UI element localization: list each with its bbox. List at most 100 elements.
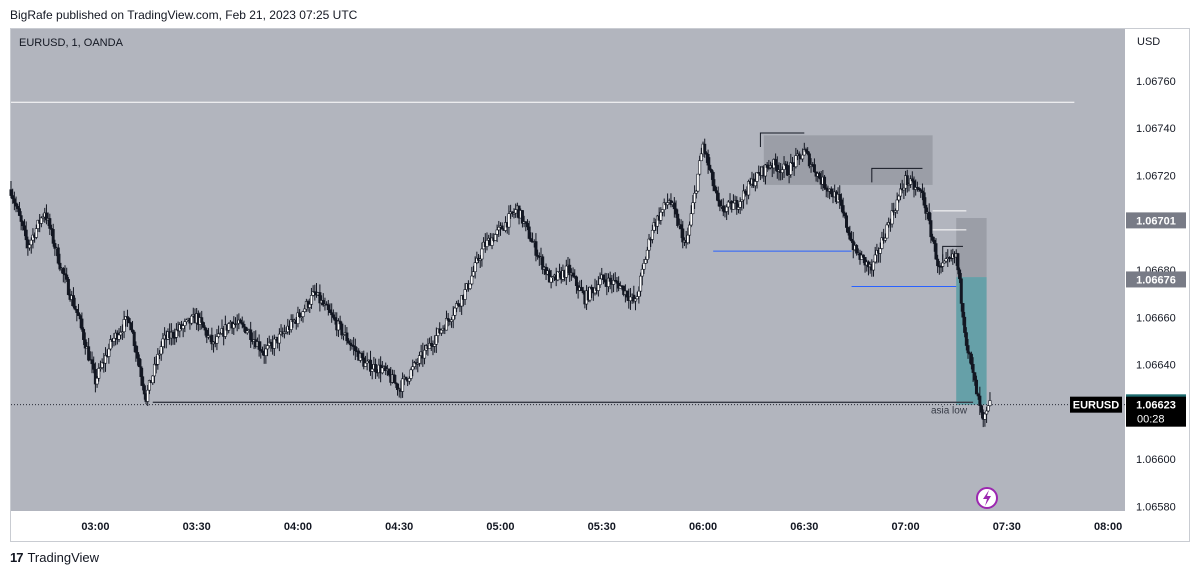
candle-body	[151, 375, 155, 384]
candle-body	[257, 341, 261, 350]
candle-body	[634, 298, 638, 302]
candle-body	[932, 240, 936, 244]
candle-body	[694, 190, 698, 194]
candle-body	[676, 213, 680, 226]
candle-body	[95, 377, 99, 385]
x-tick-label: 04:00	[284, 521, 312, 533]
candle-body	[411, 366, 415, 371]
candle-body	[598, 278, 602, 286]
candle-body	[927, 211, 931, 221]
candle-body	[326, 304, 330, 311]
countdown-timer: 00:28	[1137, 414, 1165, 426]
candle	[823, 175, 827, 190]
candle-body	[780, 169, 784, 173]
candle-body	[58, 262, 62, 270]
candle	[541, 254, 545, 275]
candle	[370, 364, 374, 380]
candle-body	[470, 275, 474, 285]
candle	[598, 272, 602, 288]
candle	[19, 211, 23, 231]
candle	[227, 322, 231, 334]
price-tag-gray: 1.06701	[1126, 212, 1186, 229]
candle	[885, 222, 889, 239]
candle	[73, 297, 77, 311]
candle-body	[603, 279, 607, 283]
candle-body	[12, 198, 16, 204]
candle-body	[794, 155, 798, 168]
candle-body	[14, 202, 18, 207]
asia-low-label: asia low	[931, 405, 968, 416]
candle	[309, 287, 313, 309]
candle-body	[500, 225, 504, 230]
candle-body	[801, 154, 805, 160]
candles-layer	[9, 138, 992, 428]
y-tick-label: 1.06740	[1136, 123, 1176, 135]
candle	[961, 303, 965, 326]
candle-body	[215, 336, 219, 344]
candle	[963, 311, 967, 338]
candle-body	[298, 312, 302, 317]
candle-body	[127, 318, 131, 324]
candle-body	[51, 229, 55, 244]
candle	[374, 358, 378, 379]
candle	[844, 212, 848, 233]
candle-body	[301, 311, 305, 317]
price-tag-value: 1.06701	[1136, 215, 1176, 227]
candle-body	[843, 212, 847, 217]
candle-body	[812, 164, 816, 173]
candle-body	[78, 315, 82, 320]
tradingview-logo-icon: 17	[10, 550, 24, 565]
candle-body	[711, 172, 715, 187]
candle	[104, 347, 108, 372]
candle	[574, 275, 578, 294]
candle-body	[104, 355, 108, 364]
last-price-bg	[1126, 396, 1186, 427]
candle-body	[885, 224, 889, 239]
candle-body	[404, 376, 408, 380]
candle	[245, 327, 249, 335]
candle	[51, 223, 55, 247]
candle	[689, 205, 693, 228]
candle-body	[9, 189, 13, 196]
candle-body	[66, 279, 70, 295]
x-tick-label: 03:30	[183, 521, 211, 533]
tradingview-brand[interactable]: 17 TradingView	[10, 550, 99, 565]
candle-body	[34, 228, 38, 238]
candle	[696, 173, 700, 193]
candle	[797, 151, 801, 166]
candle-body	[303, 308, 307, 312]
candle-body	[107, 348, 111, 357]
candle-body	[53, 243, 57, 249]
candle-body	[434, 335, 438, 345]
candle-body	[433, 343, 437, 347]
candle-body	[21, 221, 25, 227]
candle-body	[97, 368, 101, 379]
candle-body	[480, 248, 484, 260]
candle-body	[396, 383, 400, 390]
candle	[985, 406, 989, 423]
candle-body	[525, 223, 529, 228]
candle	[747, 179, 751, 200]
price-tag-value: 1.06676	[1136, 274, 1176, 286]
candle	[959, 273, 963, 312]
candle-body	[844, 215, 848, 228]
candle	[147, 379, 151, 395]
candle	[298, 309, 302, 318]
candle	[841, 197, 845, 218]
lightning-icon[interactable]	[976, 487, 998, 509]
candle-body	[639, 275, 643, 292]
candle-body	[71, 295, 75, 307]
candle	[703, 138, 707, 158]
candle-body	[861, 254, 865, 258]
candle-body	[698, 160, 702, 175]
y-tick-label: 1.06760	[1136, 76, 1176, 88]
candle-body	[625, 290, 629, 298]
candle	[708, 157, 712, 171]
x-tick-label: 06:30	[790, 521, 818, 533]
candle-body	[541, 256, 545, 270]
candle-body	[785, 165, 789, 176]
candle	[480, 242, 484, 267]
candle	[301, 310, 305, 323]
candle	[156, 348, 160, 370]
